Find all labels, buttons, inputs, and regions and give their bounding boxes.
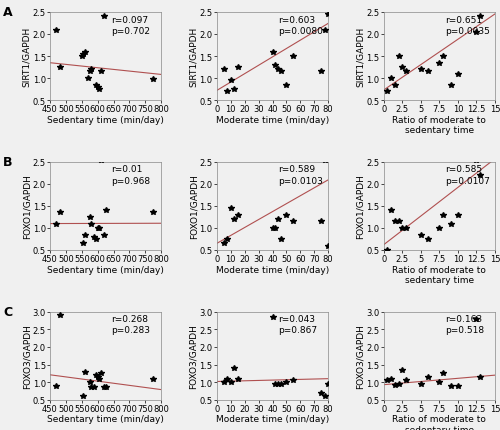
Y-axis label: SIRT1/GAPDH: SIRT1/GAPDH [189, 27, 198, 87]
X-axis label: Ratio of moderate to
sedentary time: Ratio of moderate to sedentary time [392, 265, 486, 284]
Text: r=0.268
p=0.283: r=0.268 p=0.283 [111, 315, 150, 335]
Text: r=0.097
p=0.702: r=0.097 p=0.702 [111, 15, 150, 36]
Text: r=0.589
p=0.0103: r=0.589 p=0.0103 [278, 165, 323, 185]
Y-axis label: SIRT1/GAPDH: SIRT1/GAPDH [22, 27, 32, 87]
Text: r=0.043
p=0.867: r=0.043 p=0.867 [278, 315, 317, 335]
Y-axis label: FOXO1/GAPDH: FOXO1/GAPDH [356, 174, 365, 239]
Y-axis label: FOXO3/GAPDH: FOXO3/GAPDH [356, 323, 365, 388]
X-axis label: Sedentary time (min/day): Sedentary time (min/day) [47, 265, 164, 274]
Y-axis label: SIRT1/GAPDH: SIRT1/GAPDH [356, 27, 365, 87]
X-axis label: Sedentary time (min/day): Sedentary time (min/day) [47, 115, 164, 124]
Y-axis label: FOXO1/GAPDH: FOXO1/GAPDH [189, 174, 198, 239]
Text: r=0.585
p=0.0107: r=0.585 p=0.0107 [445, 165, 490, 185]
Text: B: B [4, 155, 13, 169]
Text: A: A [4, 6, 13, 19]
Y-axis label: FOXO3/GAPDH: FOXO3/GAPDH [22, 323, 31, 388]
X-axis label: Moderate time (min/day): Moderate time (min/day) [216, 415, 329, 424]
Y-axis label: FOXO1/GAPDH: FOXO1/GAPDH [22, 174, 32, 239]
Text: r=0.651
p=0.0035: r=0.651 p=0.0035 [445, 15, 490, 36]
X-axis label: Ratio of moderate to
sedentary time: Ratio of moderate to sedentary time [392, 115, 486, 135]
X-axis label: Ratio of moderate to
sedentary time: Ratio of moderate to sedentary time [392, 415, 486, 430]
Y-axis label: FOXO3/GAPDH: FOXO3/GAPDH [189, 323, 198, 388]
X-axis label: Moderate time (min/day): Moderate time (min/day) [216, 115, 329, 124]
X-axis label: Sedentary time (min/day): Sedentary time (min/day) [47, 415, 164, 424]
Text: C: C [4, 305, 13, 318]
Text: r=0.163
p=0.518: r=0.163 p=0.518 [445, 315, 484, 335]
X-axis label: Moderate time (min/day): Moderate time (min/day) [216, 265, 329, 274]
Text: r=0.01
p=0.968: r=0.01 p=0.968 [111, 165, 150, 185]
Text: r=0.603
p=0.0080: r=0.603 p=0.0080 [278, 15, 323, 36]
